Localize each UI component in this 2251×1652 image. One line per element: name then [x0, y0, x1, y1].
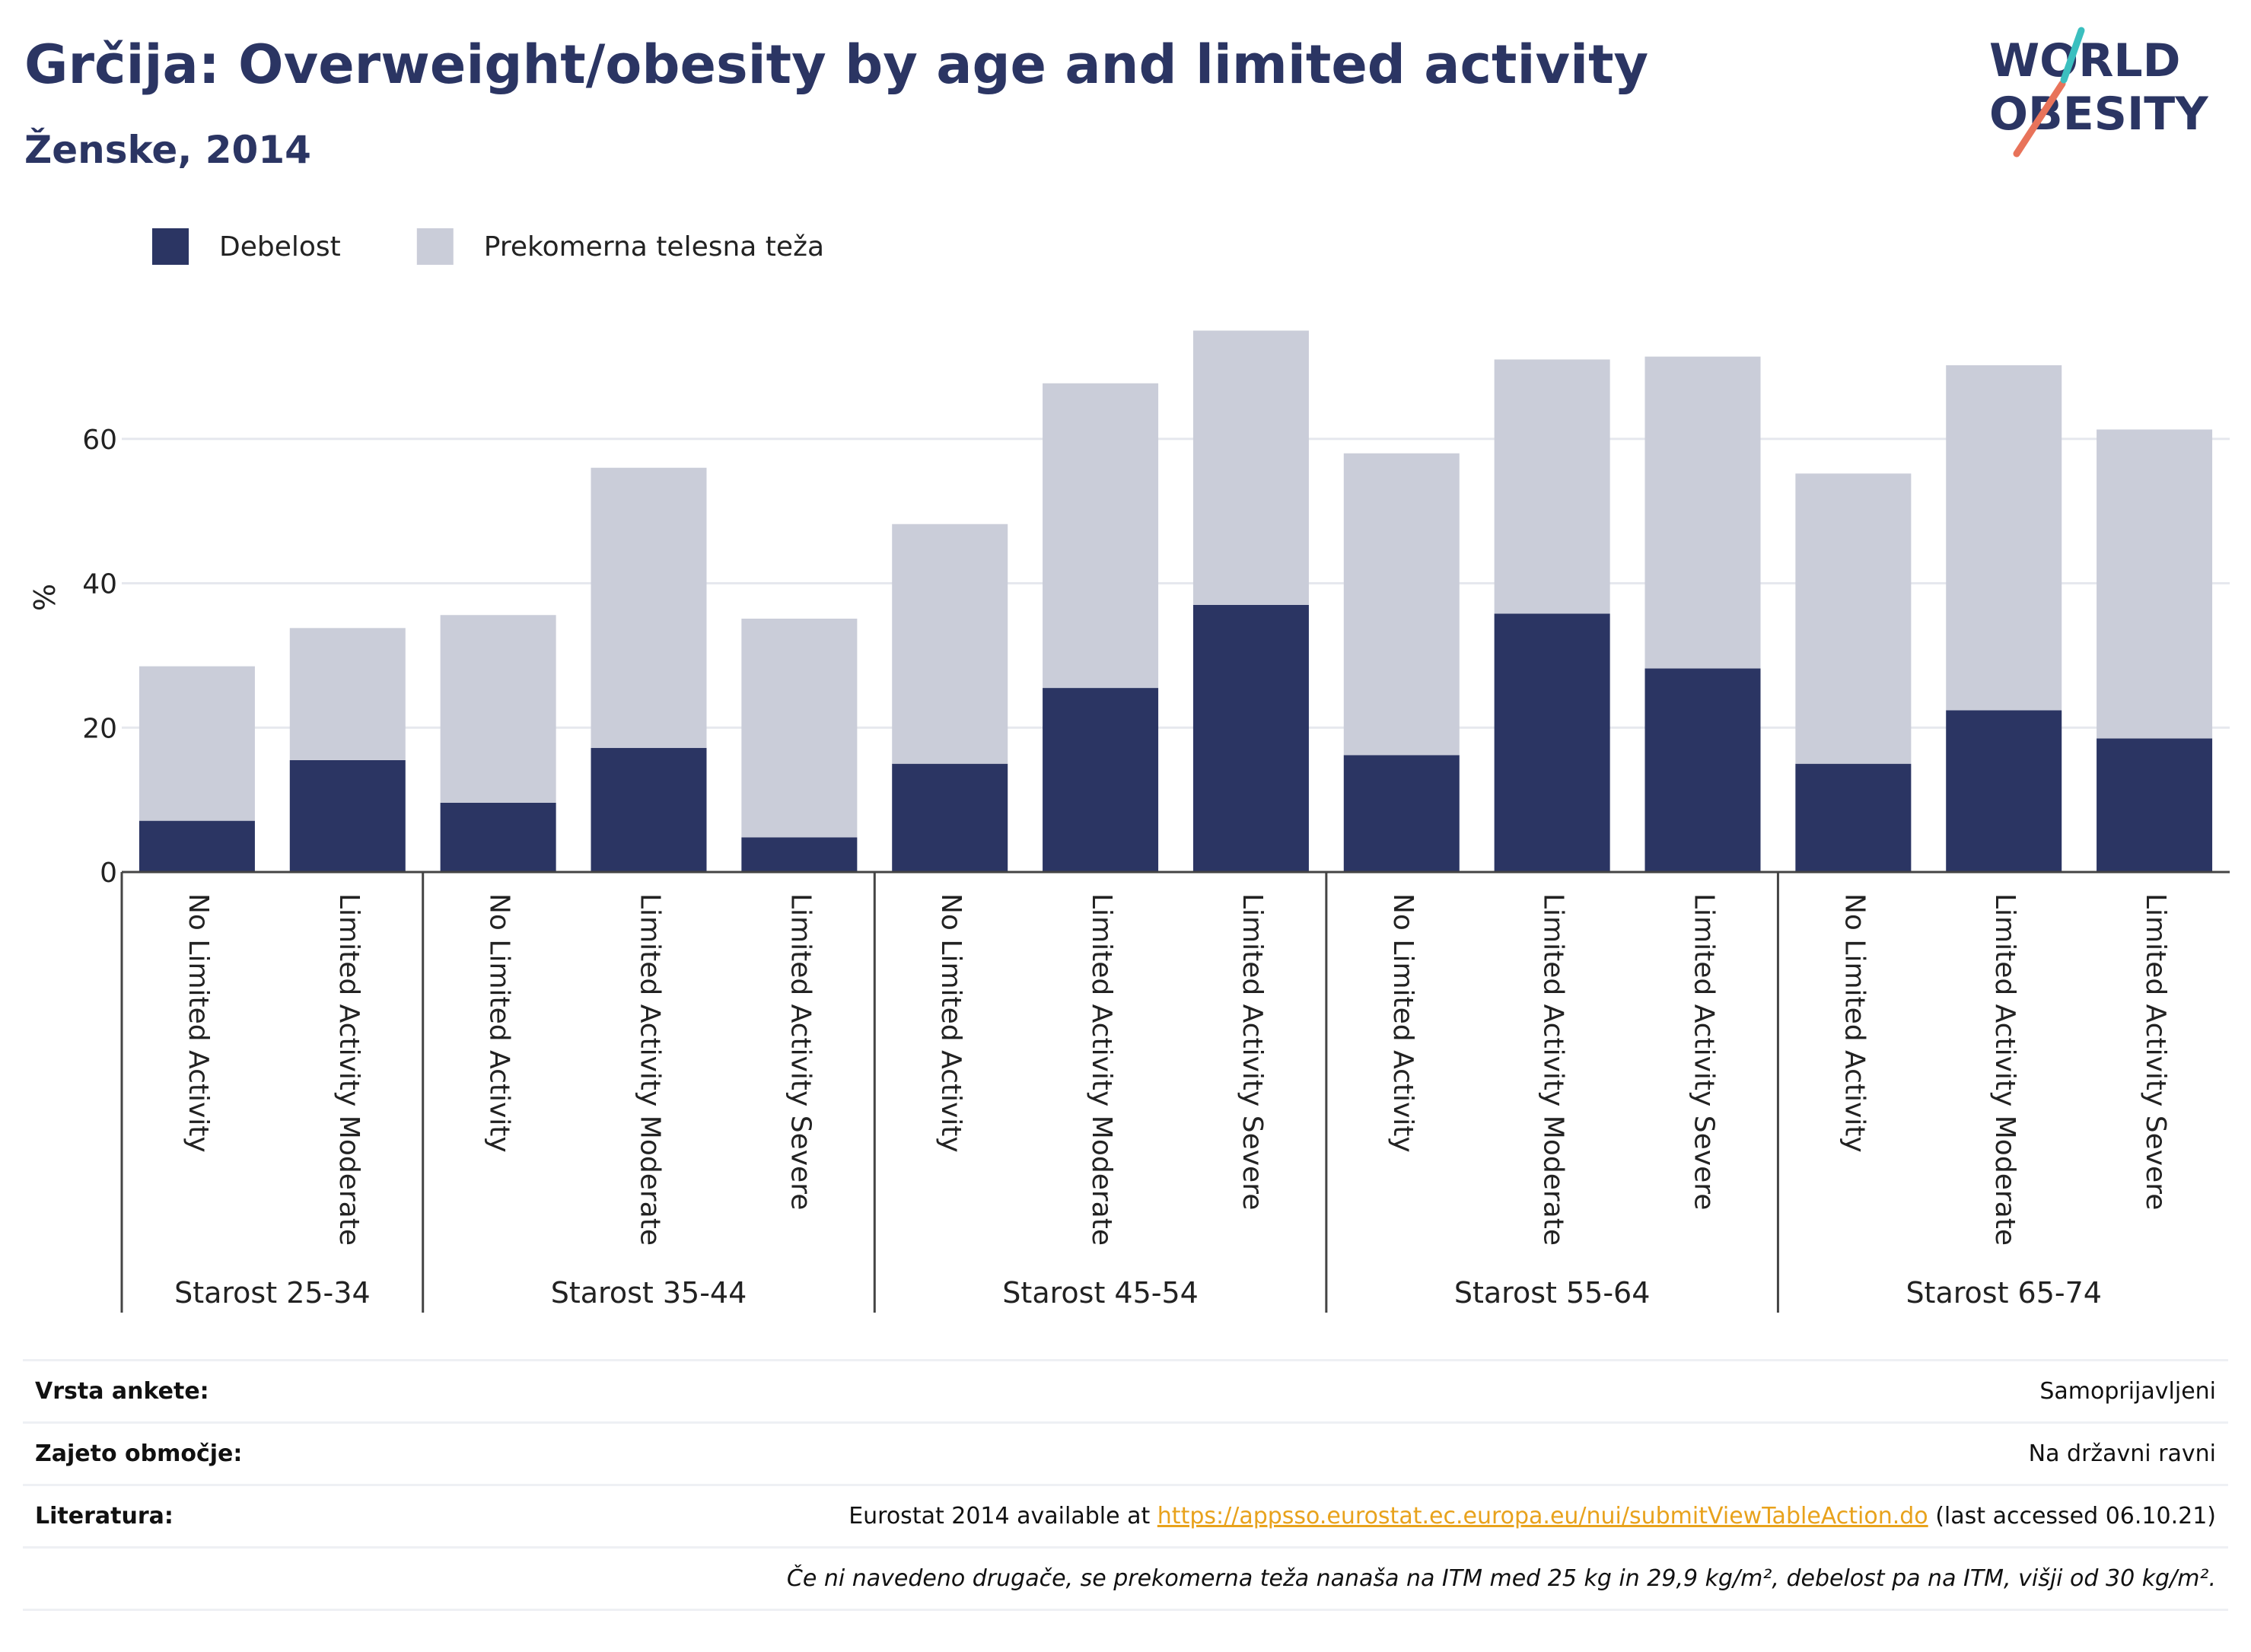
info-value: Na državni ravni: [2028, 1440, 2216, 1467]
info-value: Samoprijavljeni: [2039, 1378, 2216, 1405]
bar-obesity: [741, 837, 858, 872]
x-category-label: No Limited Activity: [1839, 893, 1870, 1153]
x-group-label: Starost 45-54: [1002, 1276, 1199, 1310]
bar-overweight: [1795, 473, 1912, 764]
world-obesity-logo: WORLD OBESITY: [1989, 27, 2209, 158]
bar-obesity: [440, 802, 556, 872]
x-category-label: No Limited Activity: [935, 893, 966, 1153]
y-tick-label: 40: [82, 569, 117, 600]
bar-overweight: [289, 628, 406, 760]
x-category-label: Limited Activity Moderate: [1989, 893, 2020, 1246]
y-tick-label: 20: [82, 713, 117, 744]
bar-obesity: [1192, 604, 1309, 872]
bar-overweight: [2097, 429, 2213, 739]
x-category-label: Limited Activity Moderate: [333, 893, 365, 1246]
bar-obesity: [591, 747, 707, 872]
x-category-label: Limited Activity Severe: [2140, 893, 2171, 1210]
x-category-label: No Limited Activity: [1387, 893, 1418, 1153]
bar-obesity: [1494, 613, 1610, 872]
info-row-coverage: Zajeto območje: Na državni ravni: [23, 1422, 2228, 1485]
y-tick-label: 0: [100, 858, 117, 889]
bar-obesity: [138, 820, 255, 872]
x-group-label: Starost 65-74: [1906, 1276, 2102, 1310]
x-category-label: Limited Activity Moderate: [1086, 893, 1117, 1246]
bar-obesity: [892, 763, 1008, 872]
bar-overweight: [138, 666, 255, 821]
chart-title: Grčija: Overweight/obesity by age and li…: [24, 33, 1649, 96]
x-category-label: Limited Activity Severe: [785, 893, 816, 1210]
x-group-label: Starost 35-44: [551, 1276, 747, 1310]
x-group-label: Starost 25-34: [174, 1276, 371, 1310]
legend-swatch: [416, 228, 454, 265]
info-row-survey: Vrsta ankete: Samoprijavljeni: [23, 1360, 2228, 1423]
bar-overweight: [892, 524, 1008, 764]
x-category-label: Limited Activity Severe: [1237, 893, 1268, 1210]
bar-overweight: [1043, 383, 1159, 689]
y-tick-label: 60: [82, 425, 117, 456]
info-label: Zajeto območje:: [35, 1440, 243, 1467]
bar-obesity: [1343, 755, 1460, 872]
logo-line2: OBESITY: [1989, 88, 2209, 141]
bar-obesity: [289, 759, 406, 872]
bar-overweight: [591, 467, 707, 748]
bar-overweight: [1343, 453, 1460, 756]
info-label: Literatura:: [35, 1503, 174, 1529]
info-table: Vrsta ankete: Samoprijavljeni Zajeto obm…: [23, 1359, 2228, 1611]
x-category-label: No Limited Activity: [484, 893, 515, 1153]
info-empty: [23, 1548, 352, 1610]
chart-subtitle: Ženske, 2014: [24, 128, 311, 172]
x-group-label: Starost 55-64: [1454, 1276, 1651, 1310]
info-label: Vrsta ankete:: [35, 1378, 209, 1405]
bar-overweight: [1946, 365, 2062, 711]
legend-label: Debelost: [219, 231, 341, 263]
bar-overweight: [1192, 330, 1309, 605]
bar-obesity: [2097, 738, 2213, 872]
bar-overweight: [1494, 359, 1610, 614]
info-row-literature: Literatura: Eurostat 2014 available at h…: [23, 1485, 2228, 1548]
logo-line1: WORLD: [1989, 34, 2180, 88]
x-category-label: Limited Activity Moderate: [1538, 893, 1569, 1246]
literature-suffix: (last accessed 06.10.21): [1935, 1503, 2216, 1529]
x-category-label: Limited Activity Moderate: [635, 893, 666, 1246]
y-axis-label: %: [28, 584, 62, 611]
bar-obesity: [1043, 688, 1159, 872]
bar-obesity: [1644, 668, 1761, 872]
x-category-label: No Limited Activity: [183, 893, 214, 1153]
legend-swatch: [152, 228, 189, 265]
literature-prefix: Eurostat 2014 available at: [849, 1503, 1151, 1529]
legend-label: Prekomerna telesna teža: [484, 231, 824, 263]
x-category-label: Limited Activity Severe: [1689, 893, 1720, 1210]
literature-link[interactable]: https://appsso.eurostat.ec.europa.eu/nui…: [1157, 1503, 1928, 1529]
info-value: Eurostat 2014 available at https://appss…: [352, 1485, 2228, 1548]
info-row-footnote: Če ni navedeno drugače, se prekomerna te…: [23, 1547, 2228, 1610]
stacked-bar-chart: Debelost Prekomerna telesna teža 0 20 40 60% N…: [28, 228, 2230, 1313]
bar-obesity: [1946, 710, 2062, 872]
logo-slash-coral: [2013, 80, 2066, 158]
bar-overweight: [1644, 356, 1761, 669]
bar-overweight: [440, 615, 556, 803]
footnote: Če ni navedeno drugače, se prekomerna te…: [786, 1565, 2216, 1592]
logo-slash-teal: [2060, 27, 2085, 84]
bar-obesity: [1795, 763, 1912, 872]
bar-overweight: [741, 619, 858, 838]
